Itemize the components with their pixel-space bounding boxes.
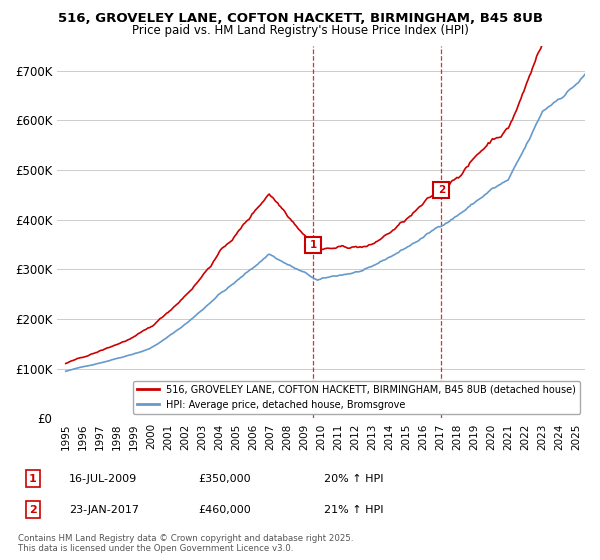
Text: 1: 1 [29,474,37,484]
Text: 23-JAN-2017: 23-JAN-2017 [69,505,139,515]
Text: 516, GROVELEY LANE, COFTON HACKETT, BIRMINGHAM, B45 8UB: 516, GROVELEY LANE, COFTON HACKETT, BIRM… [58,12,542,25]
Text: 2: 2 [438,185,445,195]
Text: Contains HM Land Registry data © Crown copyright and database right 2025.
This d: Contains HM Land Registry data © Crown c… [18,534,353,553]
Text: 2: 2 [29,505,37,515]
Text: 16-JUL-2009: 16-JUL-2009 [69,474,137,484]
Text: £350,000: £350,000 [198,474,251,484]
Legend: 516, GROVELEY LANE, COFTON HACKETT, BIRMINGHAM, B45 8UB (detached house), HPI: A: 516, GROVELEY LANE, COFTON HACKETT, BIRM… [133,381,580,414]
Text: 20% ↑ HPI: 20% ↑ HPI [324,474,383,484]
Text: Price paid vs. HM Land Registry's House Price Index (HPI): Price paid vs. HM Land Registry's House … [131,24,469,37]
Text: £460,000: £460,000 [198,505,251,515]
Text: 21% ↑ HPI: 21% ↑ HPI [324,505,383,515]
Text: 1: 1 [310,240,317,250]
